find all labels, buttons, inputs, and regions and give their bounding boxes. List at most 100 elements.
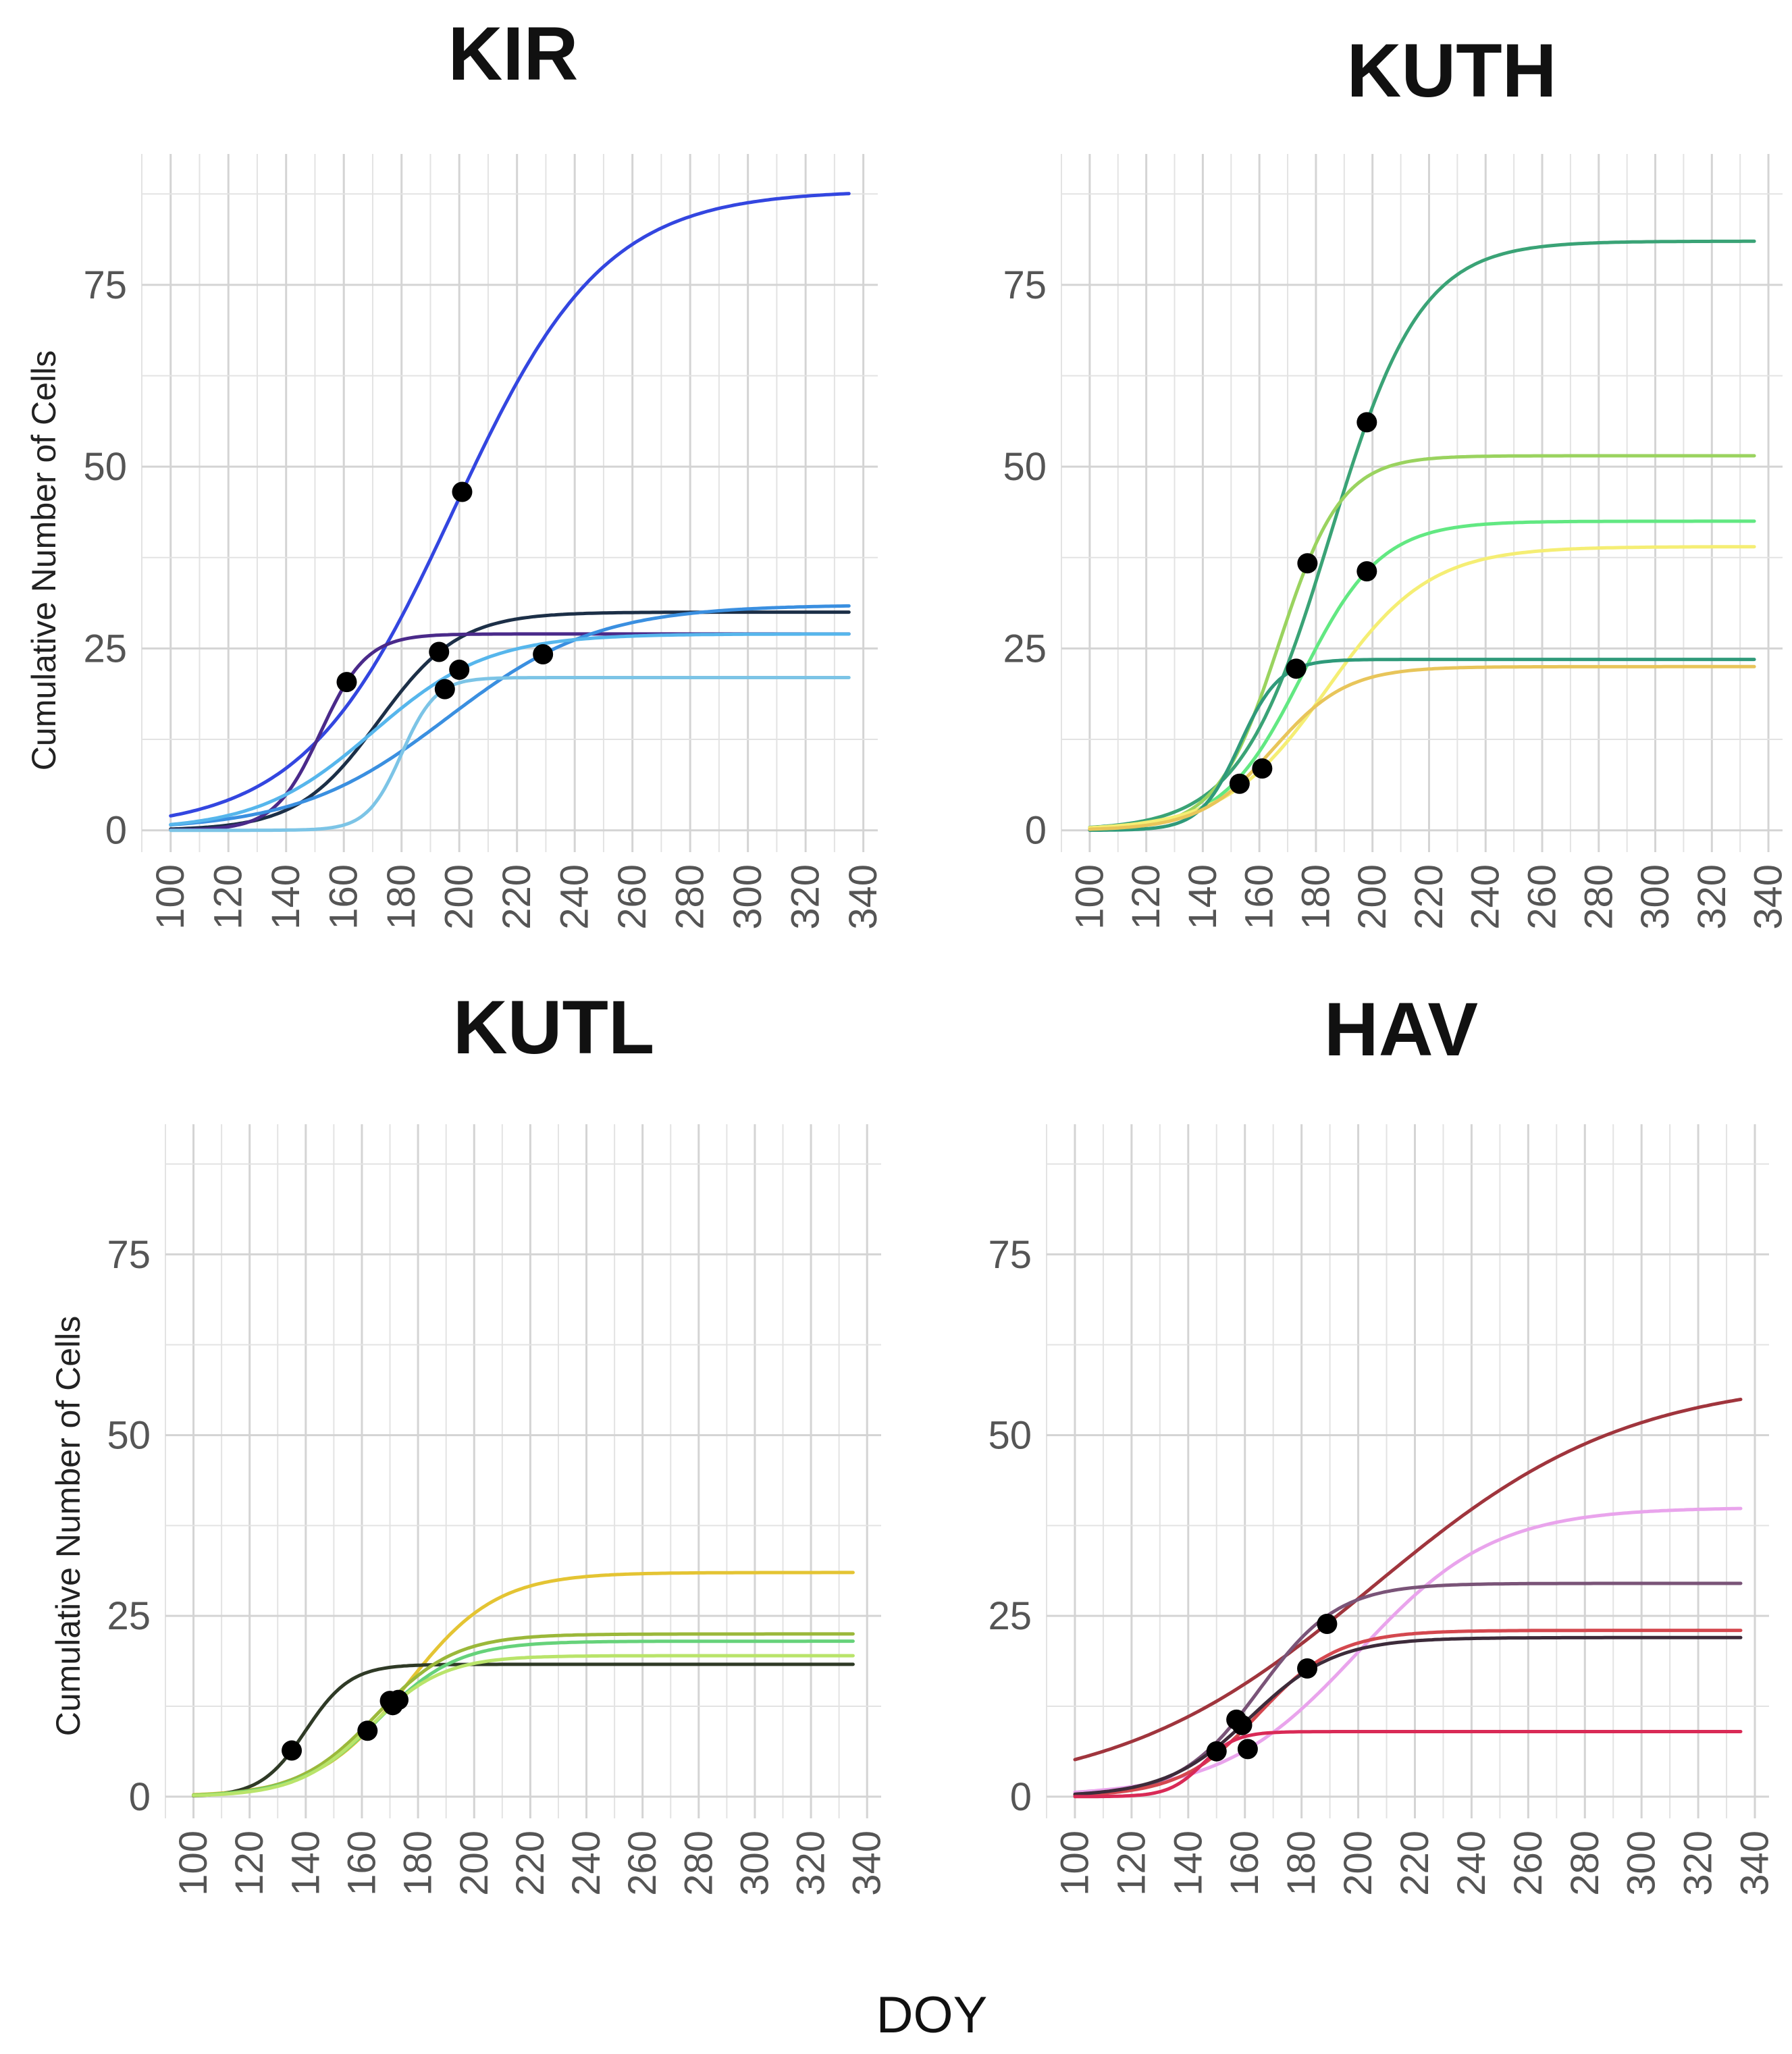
series-line-kuth-1 [1088, 239, 1756, 829]
x-tick-label: 160 [340, 1831, 384, 1896]
plot-background-kutl [165, 1124, 881, 1818]
data-point-kuth-5 [1286, 658, 1307, 679]
data-point-kuth-3 [1356, 561, 1377, 582]
x-tick-label: 300 [733, 1831, 776, 1896]
series-line-kir-1 [169, 192, 851, 818]
x-tick-label: 180 [396, 1831, 440, 1896]
plot-background-kir [142, 154, 878, 852]
y-tick-label: 25 [83, 627, 127, 670]
x-tick-label: 320 [1677, 1831, 1720, 1896]
y-axis-label-kir: Cumulative Number of Cells [25, 350, 63, 770]
x-tick-label: 140 [284, 1831, 327, 1896]
x-tick-label: 280 [1563, 1831, 1607, 1896]
x-tick-label: 260 [621, 1831, 664, 1896]
x-tick-label: 120 [207, 864, 251, 930]
x-tick-label: 160 [322, 864, 366, 930]
x-tick-label: 320 [789, 1831, 833, 1896]
y-tick-label: 75 [1003, 263, 1047, 307]
y-axis-label-kutl: Cumulative Number of Cells [49, 1316, 87, 1736]
y-tick-label: 50 [988, 1413, 1032, 1457]
series-line-kutl-3 [192, 1632, 855, 1797]
panel-kuth: KUTH 0 25 50 75 100 120 140 160 180 200 220 240 260 2… [1003, 28, 1790, 930]
x-tick-label: 260 [610, 864, 654, 930]
data-point-kir-5 [449, 659, 470, 680]
y-tick-label: 75 [83, 263, 127, 307]
x-tick-label: 200 [438, 864, 481, 930]
data-point-hav-4 [1297, 1658, 1318, 1679]
plot-background-kuth [1061, 154, 1783, 852]
y-tick-label: 25 [988, 1594, 1032, 1638]
x-tick-label: 280 [1577, 864, 1620, 930]
data-point-kutl-2 [282, 1740, 302, 1761]
y-tick-label: 25 [1003, 627, 1047, 670]
series-line-kuth-2 [1088, 454, 1756, 831]
x-tick-label: 260 [1506, 1831, 1550, 1896]
y-tick-label: 75 [988, 1233, 1032, 1277]
x-tick-label: 220 [1407, 864, 1451, 930]
x-tick-label: 340 [841, 864, 885, 930]
x-tick-label: 140 [1166, 1831, 1210, 1896]
data-point-kuth-6 [1229, 773, 1250, 794]
series-line-hav-5 [1073, 1635, 1743, 1796]
y-tick-label: 50 [107, 1413, 151, 1457]
data-point-kir-3 [336, 672, 357, 693]
x-tick-label: 120 [1109, 1831, 1153, 1896]
series-line-kir-5 [169, 632, 851, 826]
x-tick-label: 180 [1294, 864, 1338, 930]
plot-background-hav [1047, 1124, 1769, 1818]
series-line-hav-6 [1073, 1730, 1743, 1799]
x-tick-label: 340 [1747, 864, 1791, 930]
data-point-hav-2 [1237, 1739, 1258, 1760]
y-tick-label: 50 [83, 445, 127, 489]
series-line-kutl-5 [192, 1654, 855, 1797]
data-point-hav-6 [1206, 1741, 1227, 1762]
x-tick-label: 300 [726, 864, 770, 930]
x-tick-label: 260 [1521, 864, 1564, 930]
x-tick-label: 200 [1350, 864, 1394, 930]
series-line-kir-4 [169, 604, 851, 827]
data-point-hav-1 [1317, 1613, 1338, 1634]
data-point-kutl-1 [357, 1720, 378, 1741]
panel-kutl: KUTL Cumulative Number of Cells 0 25 50 75 1… [49, 985, 889, 1896]
x-tick-label: 320 [784, 864, 828, 930]
y-tick-label: 25 [107, 1594, 151, 1638]
series-line-kir-2 [169, 610, 851, 831]
x-tick-label: 120 [1124, 864, 1168, 930]
data-point-kutl-5 [382, 1695, 403, 1716]
y-tick-label: 50 [1003, 445, 1047, 489]
x-tick-label: 120 [228, 1831, 271, 1896]
x-tick-label: 220 [508, 1831, 552, 1896]
data-point-kuth-4 [1252, 758, 1273, 779]
x-tick-label: 340 [1733, 1831, 1777, 1896]
x-tick-label: 100 [1053, 1831, 1097, 1896]
series-line-hav-4 [1073, 1629, 1743, 1797]
x-tick-label: 140 [1181, 864, 1225, 930]
y-tick-label: 0 [105, 809, 127, 853]
x-axis-label-doy: DOY [876, 1986, 988, 2044]
plot-area-kutl: 0 25 50 75 100 120 140 160 180 200 220 240 260 280 300… [107, 1124, 889, 1896]
data-point-kuth-1 [1356, 412, 1377, 433]
panel-kir: KIR Cumulative Number of Cells 0 25 50 75 10… [25, 11, 885, 930]
plot-area-hav: 0 25 50 75 100 120 140 160 180 200 220 240 260 280 300… [988, 1124, 1777, 1896]
data-point-hav-5 [1232, 1714, 1253, 1735]
data-point-kir-1 [452, 481, 473, 502]
x-tick-label: 180 [1280, 1831, 1323, 1896]
panel-title-kir: KIR [448, 11, 579, 96]
y-tick-label: 0 [129, 1775, 151, 1819]
x-tick-label: 100 [149, 864, 192, 930]
x-tick-label: 240 [564, 1831, 608, 1896]
data-point-kir-4 [533, 644, 554, 665]
x-tick-label: 100 [1068, 864, 1111, 930]
panel-title-hav: HAV [1324, 987, 1478, 1072]
y-tick-label: 0 [1025, 809, 1047, 853]
x-tick-label: 160 [1223, 1831, 1267, 1896]
x-tick-label: 300 [1620, 1831, 1664, 1896]
x-tick-label: 340 [845, 1831, 889, 1896]
x-tick-label: 240 [553, 864, 597, 930]
plot-area-kir: 0 25 50 75 100 120 140 160 180 200 220 240 260 280 300… [83, 154, 885, 930]
x-tick-label: 220 [495, 864, 539, 930]
x-tick-label: 200 [1336, 1831, 1380, 1896]
x-tick-label: 140 [264, 864, 308, 930]
panel-hav: HAV 0 25 50 75 100 120 140 160 180 200 220 240 260 28… [988, 987, 1776, 1896]
